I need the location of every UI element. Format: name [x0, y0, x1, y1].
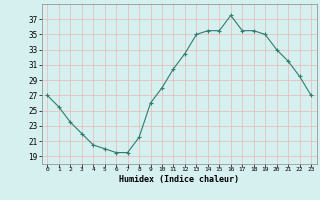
- X-axis label: Humidex (Indice chaleur): Humidex (Indice chaleur): [119, 175, 239, 184]
